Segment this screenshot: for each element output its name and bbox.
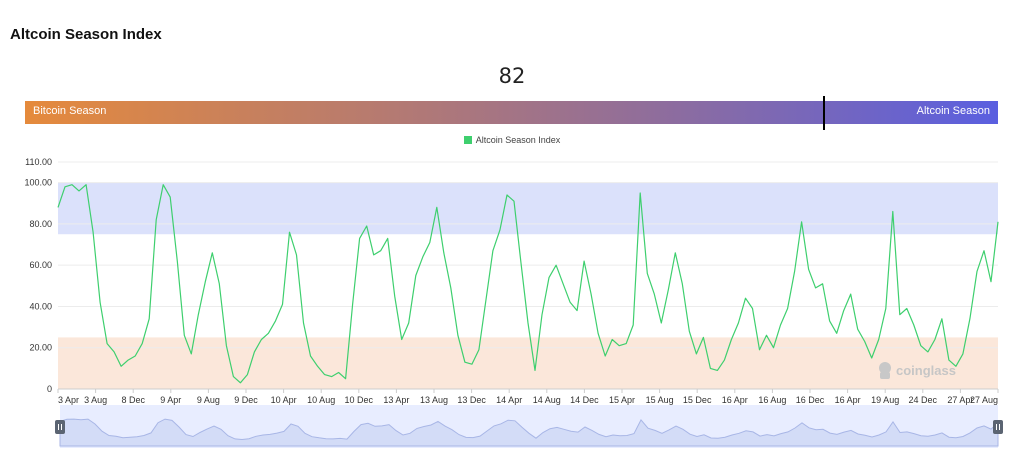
x-tick-label: 27 Aug xyxy=(970,395,998,405)
navigator-left-handle[interactable] xyxy=(55,420,65,434)
current-index-value: 82 xyxy=(498,64,526,88)
x-tick-label: 16 Apr xyxy=(835,395,861,405)
x-tick-label: 14 Aug xyxy=(533,395,561,405)
x-tick-label: 9 Dec xyxy=(234,395,258,405)
y-axis-ticks: 0 20.00 40.00 60.00 80.00 100.00 110.00 xyxy=(24,157,52,394)
coinglass-logo-icon xyxy=(879,362,891,379)
x-tick-label: 9 Apr xyxy=(160,395,181,405)
bitcoin-season-label: Bitcoin Season xyxy=(33,105,107,117)
series-layer xyxy=(57,184,999,384)
x-tick-label: 16 Apr xyxy=(722,395,748,405)
x-tick-label: 15 Dec xyxy=(683,395,712,405)
x-tick-label: 9 Aug xyxy=(197,395,220,405)
x-tick-label: 13 Aug xyxy=(420,395,448,405)
watermark-text: coinglass xyxy=(896,363,956,378)
x-tick-label: 15 Aug xyxy=(646,395,674,405)
x-tick-label: 19 Aug xyxy=(871,395,899,405)
x-tick-label: 13 Apr xyxy=(383,395,409,405)
x-tick-label: 14 Apr xyxy=(496,395,522,405)
range-navigator[interactable] xyxy=(55,405,1003,448)
x-tick-label: 24 Dec xyxy=(909,395,938,405)
x-tick-label: 10 Apr xyxy=(271,395,297,405)
x-tick-label: 13 Dec xyxy=(457,395,486,405)
legend-swatch xyxy=(463,136,472,144)
series-line-altcoin-season-index xyxy=(57,184,999,384)
x-tick-label: 8 Dec xyxy=(121,395,145,405)
legend-label: Altcoin Season Index xyxy=(475,135,561,145)
chart-legend[interactable]: Altcoin Season Index xyxy=(0,135,1024,145)
x-tick-label: 14 Dec xyxy=(570,395,599,405)
altcoin-season-band xyxy=(58,182,998,235)
x-tick-label: 27 Apr xyxy=(947,395,973,405)
x-tick-label: 15 Apr xyxy=(609,395,635,405)
y-tick-label: 100.00 xyxy=(24,178,52,188)
x-tick-label: 10 Aug xyxy=(307,395,335,405)
page-title: Altcoin Season Index xyxy=(10,26,162,43)
season-gauge-bar: Bitcoin Season Altcoin Season xyxy=(25,96,998,130)
bitcoin-season-band xyxy=(58,337,998,389)
x-tick-label: 3 Apr xyxy=(58,395,79,405)
navigator-right-handle[interactable] xyxy=(993,420,1003,434)
y-tick-label: 40.00 xyxy=(29,301,52,311)
watermark: coinglass xyxy=(879,362,956,379)
zone-bands xyxy=(58,182,998,389)
y-tick-label: 20.00 xyxy=(29,343,52,353)
x-axis-ticks: 3 Apr 3 Aug 8 Dec 9 Apr 9 Aug 9 Dec 10 Apr 10 A… xyxy=(57,389,999,405)
y-tick-label: 110.00 xyxy=(25,157,52,167)
y-tick-label: 60.00 xyxy=(29,260,52,270)
navigator-series xyxy=(59,418,999,447)
y-tick-label: 0 xyxy=(47,384,52,394)
gauge-value-marker xyxy=(822,96,825,130)
altcoin-season-label: Altcoin Season xyxy=(916,105,990,117)
y-tick-label: 80.00 xyxy=(29,219,52,229)
x-tick-label: 16 Aug xyxy=(758,395,786,405)
x-tick-label: 16 Dec xyxy=(796,395,825,405)
x-tick-label: 10 Dec xyxy=(345,395,374,405)
x-tick-label: 3 Aug xyxy=(84,395,107,405)
